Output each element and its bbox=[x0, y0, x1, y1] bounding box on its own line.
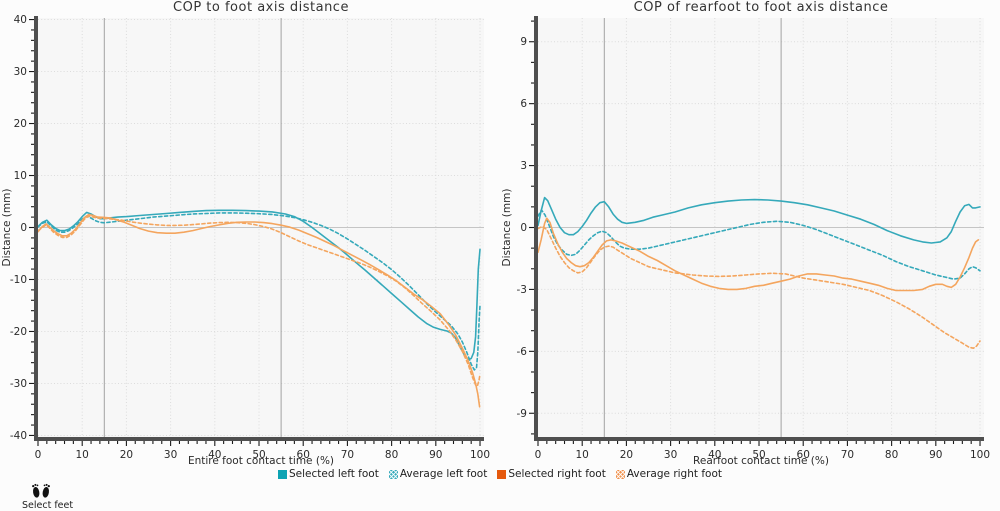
svg-text:100: 100 bbox=[970, 449, 990, 461]
svg-text:-9: -9 bbox=[517, 408, 527, 420]
cop-rearfoot-to-foot-axis-chart: 0 10 20 30 40 50 60 70 80 90 100 -9 -6 -3 0 3 6 9 COP of r… bbox=[501, 0, 991, 466]
tick-marks bbox=[529, 20, 981, 446]
legend-item-selected-left-foot: Selected left foot bbox=[277, 468, 379, 480]
svg-text:9: 9 bbox=[520, 36, 527, 48]
svg-text:-30: -30 bbox=[10, 378, 27, 390]
gridlines bbox=[38, 18, 484, 437]
svg-text:0: 0 bbox=[520, 222, 527, 234]
chart-title: COP to foot axis distance bbox=[173, 0, 349, 15]
svg-text:20: 20 bbox=[14, 118, 27, 130]
legend-item-selected-right-foot: Selected right foot bbox=[497, 468, 606, 480]
svg-text:-20: -20 bbox=[10, 326, 27, 338]
series-average-left-foot bbox=[37, 212, 481, 371]
tick-labels: 0 10 20 30 40 50 60 70 80 90 100 -9 -6 -3 0 3 6 9 bbox=[517, 36, 991, 461]
svg-text:70: 70 bbox=[341, 449, 354, 461]
chart-legend: Selected left foot Average left foot Selec… bbox=[0, 468, 1000, 480]
svg-text:6: 6 bbox=[520, 98, 527, 110]
axes bbox=[34, 16, 484, 441]
legend-item-average-right-foot: Average right foot bbox=[615, 468, 722, 480]
svg-text:30: 30 bbox=[164, 449, 177, 461]
legend-marker bbox=[277, 469, 287, 479]
svg-text:20: 20 bbox=[620, 449, 633, 461]
svg-text:100: 100 bbox=[470, 449, 490, 461]
svg-text:0: 0 bbox=[35, 449, 42, 461]
select-feet-label: Select feet bbox=[22, 500, 74, 511]
series-average-right-foot bbox=[37, 215, 481, 387]
svg-text:-10: -10 bbox=[10, 274, 27, 286]
svg-text:-6: -6 bbox=[517, 346, 528, 358]
legend-marker bbox=[615, 469, 625, 479]
svg-text:90: 90 bbox=[429, 449, 442, 461]
svg-text:50: 50 bbox=[252, 449, 265, 461]
select-feet-control[interactable]: Select feet bbox=[22, 482, 92, 511]
tick-marks bbox=[29, 19, 481, 446]
legend-label: Average left foot bbox=[399, 468, 488, 480]
x-axis-label: Entire foot contact time (%) bbox=[188, 455, 334, 466]
svg-text:80: 80 bbox=[885, 449, 898, 461]
svg-text:-3: -3 bbox=[517, 284, 527, 296]
cop-to-foot-axis-chart: 0 10 20 30 40 50 60 70 80 90 100 -40 -30 -20 -10 0 10 20 3… bbox=[1, 0, 490, 466]
feet-icon bbox=[32, 483, 50, 498]
svg-text:40: 40 bbox=[14, 14, 27, 26]
svg-text:90: 90 bbox=[929, 449, 942, 461]
svg-text:30: 30 bbox=[14, 66, 27, 78]
svg-text:3: 3 bbox=[520, 160, 527, 172]
legend-label: Selected left foot bbox=[288, 468, 379, 480]
y-axis-label: Distance (mm) bbox=[501, 189, 513, 267]
y-axis-label: Distance (mm) bbox=[1, 189, 13, 267]
svg-text:0: 0 bbox=[20, 222, 27, 234]
svg-text:10: 10 bbox=[76, 449, 89, 461]
series-selected-left-foot bbox=[537, 196, 981, 244]
series-selected-right-foot bbox=[537, 217, 980, 292]
tick-labels: 0 10 20 30 40 50 60 70 80 90 100 -40 -30 -20 -10 0 10 20 3… bbox=[10, 14, 490, 461]
svg-text:30: 30 bbox=[664, 449, 677, 461]
legend-marker bbox=[497, 469, 507, 479]
svg-text:10: 10 bbox=[14, 170, 27, 182]
svg-text:60: 60 bbox=[797, 449, 810, 461]
series-average-right-foot bbox=[537, 225, 981, 349]
axes bbox=[534, 16, 984, 441]
x-axis-label: Rearfoot contact time (%) bbox=[693, 455, 829, 466]
svg-text:40: 40 bbox=[208, 449, 221, 461]
svg-text:70: 70 bbox=[841, 449, 854, 461]
svg-text:60: 60 bbox=[297, 449, 310, 461]
legend-label: Selected right foot bbox=[508, 468, 606, 480]
legend-label: Average right foot bbox=[626, 468, 722, 480]
svg-text:40: 40 bbox=[708, 449, 721, 461]
legend-marker bbox=[388, 469, 398, 479]
svg-text:0: 0 bbox=[535, 449, 542, 461]
svg-text:10: 10 bbox=[576, 449, 589, 461]
series-average-left-foot bbox=[537, 209, 981, 280]
gridlines bbox=[538, 18, 984, 437]
series-selected-right-foot bbox=[37, 213, 481, 408]
svg-text:80: 80 bbox=[385, 449, 398, 461]
legend-item-average-left-foot: Average left foot bbox=[388, 468, 488, 480]
svg-text:-40: -40 bbox=[10, 430, 27, 442]
svg-text:20: 20 bbox=[120, 449, 133, 461]
chart-title: COP of rearfoot to foot axis distance bbox=[634, 0, 889, 15]
svg-text:50: 50 bbox=[752, 449, 765, 461]
